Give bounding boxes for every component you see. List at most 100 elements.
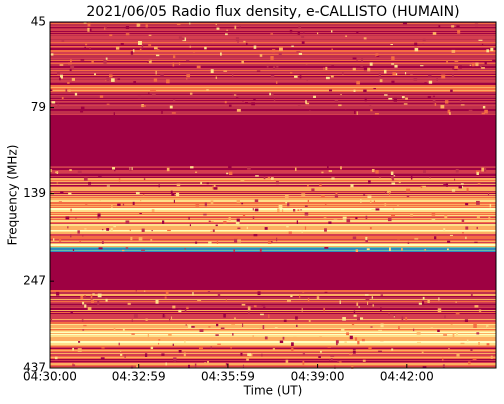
spectrogram-speckle — [100, 357, 105, 360]
spectrogram-speckle — [67, 81, 70, 84]
spectrogram-row — [50, 219, 496, 220]
spectrogram-speckle — [84, 304, 87, 308]
spectrogram-speckle — [391, 214, 396, 217]
spectrogram-speckle — [479, 64, 482, 68]
spectrogram-speckle — [92, 293, 95, 295]
spectrogram-speckle — [113, 224, 117, 228]
spectrogram-row — [50, 38, 496, 39]
spectrogram-speckle — [353, 314, 357, 317]
spectrogram-row — [50, 80, 496, 81]
spectrogram-speckle — [77, 348, 82, 352]
spectrogram-speckle — [329, 89, 333, 92]
spectrogram-row — [50, 63, 496, 64]
spectrogram-speckle — [384, 191, 387, 194]
spectrogram-speckle — [438, 297, 440, 301]
y-tick-label: 139 — [23, 186, 46, 200]
spectrogram-speckle — [475, 170, 480, 173]
spectrogram-row — [50, 300, 496, 301]
spectrogram-speckle — [125, 33, 130, 36]
spectrogram-speckle — [431, 219, 436, 222]
spectrogram-speckle — [206, 182, 209, 185]
spectrogram-speckle — [169, 318, 171, 322]
spectrogram-row — [50, 273, 496, 274]
spectrogram-speckle — [476, 215, 480, 219]
spectrogram-speckle — [413, 328, 415, 332]
spectrogram-row — [50, 185, 496, 186]
spectrogram-speckle — [253, 98, 256, 101]
spectrogram-speckle — [188, 364, 190, 369]
spectrogram-speckle — [296, 324, 298, 328]
spectrogram-speckle — [316, 296, 320, 300]
spectrogram-speckle — [197, 299, 202, 301]
spectrogram-speckle — [81, 319, 84, 323]
spectrogram-speckle — [206, 361, 209, 365]
spectrogram-row — [50, 122, 496, 123]
spectrogram-speckle — [232, 92, 236, 95]
spectrogram-row — [50, 211, 496, 212]
spectrogram-row — [50, 84, 496, 85]
y-tick-label: 247 — [23, 274, 46, 288]
spectrogram-row — [50, 109, 496, 110]
spectrogram-speckle — [188, 216, 190, 220]
spectrogram-row — [50, 69, 496, 70]
spectrogram-speckle — [241, 60, 244, 64]
spectrogram-speckle — [91, 300, 95, 304]
spectrogram-speckle — [327, 346, 331, 348]
spectrogram-row — [50, 54, 496, 55]
spectrogram-speckle — [443, 334, 448, 336]
spectrogram-speckle — [340, 93, 342, 96]
spectrogram-row — [50, 208, 496, 209]
spectrogram-speckle — [432, 99, 436, 104]
spectrogram-speckle — [195, 202, 200, 207]
spectrogram-speckle — [54, 356, 58, 360]
spectrogram-row — [50, 39, 496, 40]
spectrogram-row — [50, 325, 496, 326]
spectrogram-speckle — [376, 55, 380, 57]
spectrogram-row — [50, 317, 496, 318]
spectrogram-row — [50, 167, 496, 168]
spectrogram-speckle — [285, 359, 289, 364]
spectrogram-speckle — [97, 300, 100, 305]
spectrogram-speckle — [365, 297, 370, 301]
spectrogram-row — [50, 319, 496, 320]
spectrogram-row — [50, 61, 496, 62]
spectrogram-row — [50, 339, 496, 340]
spectrogram-speckle — [97, 293, 102, 298]
spectrogram-speckle — [367, 195, 372, 199]
spectrogram-speckle — [324, 247, 329, 249]
spectrogram-speckle — [286, 300, 291, 303]
spectrogram-speckle — [478, 39, 483, 41]
spectrogram-speckle — [375, 170, 379, 174]
spectrogram-row — [50, 132, 496, 133]
spectrogram-speckle — [283, 319, 287, 323]
spectrogram-row — [50, 183, 496, 184]
spectrogram-row — [50, 88, 496, 89]
spectrogram-speckle — [427, 299, 430, 303]
spectrogram-row — [50, 284, 496, 285]
spectrogram-speckle — [89, 47, 91, 50]
spectrogram-speckle — [445, 183, 449, 187]
spectrogram-row — [50, 157, 496, 158]
spectrogram-row — [50, 282, 496, 283]
spectrogram-speckle — [371, 168, 375, 173]
spectrogram-speckle — [78, 341, 81, 343]
spectrogram-speckle — [189, 106, 193, 108]
spectrogram-row — [50, 136, 496, 137]
spectrogram-speckle — [143, 178, 146, 181]
spectrogram-speckle — [237, 188, 241, 191]
spectrogram-row — [50, 362, 496, 363]
spectrogram-speckle — [356, 59, 358, 62]
spectrogram-speckle — [405, 316, 408, 321]
spectrogram-speckle — [147, 60, 149, 63]
spectrogram-row — [50, 215, 496, 216]
spectrogram-row — [50, 203, 496, 204]
spectrogram-speckle — [410, 213, 413, 217]
spectrogram-speckle — [355, 249, 359, 254]
spectrogram-speckle — [70, 59, 72, 63]
y-axis-label: Frequency (MHz) — [6, 145, 20, 246]
spectrogram-row — [50, 153, 496, 154]
spectrogram-speckle — [410, 73, 413, 75]
spectrogram-speckle — [440, 104, 445, 109]
spectrogram-row — [50, 105, 496, 106]
